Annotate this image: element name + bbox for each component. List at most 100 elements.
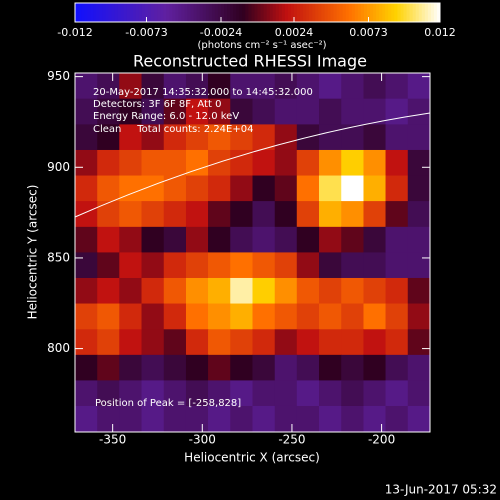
heatmap-cell <box>163 405 187 433</box>
x-tick-label: -350 <box>99 433 126 447</box>
colorbar-swatch <box>284 3 289 22</box>
solar-limb <box>74 112 431 218</box>
colorbar-swatch <box>151 3 155 22</box>
heatmap-cell <box>163 354 187 381</box>
heatmap-cell <box>163 98 187 125</box>
heatmap-cell <box>319 405 342 433</box>
heatmap-cell <box>75 98 98 125</box>
colorbar-swatch <box>214 3 219 22</box>
colorbar-swatch <box>187 3 192 22</box>
heatmap-cell <box>363 73 387 100</box>
heatmap-cell <box>363 226 387 253</box>
colorbar-swatch <box>154 3 158 22</box>
colorbar-swatch <box>433 3 438 22</box>
heatmap-cell <box>119 175 143 202</box>
colorbar-swatch <box>357 3 362 22</box>
y-tick-label: 950 <box>47 69 70 83</box>
heatmap-cell <box>319 226 342 253</box>
heatmap-cell <box>119 303 143 330</box>
colorbar-swatch <box>87 3 91 22</box>
heatmap-cell <box>363 277 387 305</box>
heatmap-cell <box>274 303 298 330</box>
heatmap-cell <box>341 98 364 125</box>
heatmap-cell <box>97 277 120 305</box>
heatmap-cell <box>163 226 187 253</box>
colorbar-swatch <box>233 3 237 22</box>
colorbar-swatch <box>354 3 359 22</box>
heatmap-cell <box>208 329 231 356</box>
heatmap-cell <box>319 175 342 202</box>
heatmap-cell <box>163 329 187 356</box>
colorbar-swatch <box>290 3 295 22</box>
heatmap-cell <box>75 226 98 253</box>
colorbar-swatch <box>166 3 170 22</box>
heatmap-cell <box>208 277 231 305</box>
heatmap-cell <box>119 277 143 305</box>
heatmap-cell <box>274 124 298 151</box>
heatmap-cell <box>385 252 409 279</box>
heatmap-cell <box>185 201 209 228</box>
heatmap-cell <box>185 380 209 407</box>
heatmap-cell <box>141 354 165 381</box>
peak-label: Position of Peak = [-258,828] <box>95 398 241 409</box>
colorbar-swatch <box>181 3 185 22</box>
colorbar-swatch <box>312 3 316 22</box>
heatmap-cell <box>185 354 209 381</box>
colorbar-swatch <box>382 3 386 22</box>
colorbar-swatch <box>403 3 408 22</box>
colorbar-swatch <box>275 3 280 22</box>
heatmap-cell <box>274 252 298 279</box>
heatmap-cell <box>274 329 298 356</box>
colorbar-swatch <box>351 3 356 22</box>
colorbar-swatch <box>330 3 335 22</box>
heatmap-cell <box>407 73 431 100</box>
colorbar-swatch <box>217 3 222 22</box>
heatmap-cell <box>185 73 209 100</box>
heatmap-cell <box>296 405 320 433</box>
heatmap-cell <box>185 149 209 177</box>
colorbar-swatch <box>400 3 404 22</box>
colorbar-swatch <box>144 3 149 22</box>
colorbar-swatch <box>102 3 106 22</box>
colorbar-swatch <box>336 3 341 22</box>
heatmap-cell <box>141 329 165 356</box>
heatmap-cell <box>141 303 165 330</box>
heatmap-cell <box>385 98 409 125</box>
heatmap-cell <box>230 252 253 279</box>
heatmap-cell <box>97 149 120 177</box>
colorbar-swatch <box>96 3 100 22</box>
heatmap-cell <box>363 124 387 151</box>
colorbar-swatch <box>281 3 286 22</box>
heatmap-cell <box>141 252 165 279</box>
colorbar-swatch <box>339 3 344 22</box>
heatmap-cell <box>208 405 231 433</box>
heatmap-cell <box>208 201 231 228</box>
heatmap-cell <box>341 201 364 228</box>
chart-title: Reconstructed RHESSI Image <box>133 52 367 71</box>
colorbar-swatch <box>415 3 420 22</box>
heatmap-cell <box>385 201 409 228</box>
heatmap-cell <box>75 175 98 202</box>
y-tick-label: 800 <box>47 341 70 355</box>
heatmap-cell <box>385 405 409 433</box>
heatmap-cell <box>296 329 320 356</box>
heatmap-cell <box>208 252 231 279</box>
heatmap-cell <box>407 380 431 407</box>
heatmap-cell <box>385 73 409 100</box>
colorbar-swatch <box>367 3 371 22</box>
heatmap-cell <box>141 380 165 407</box>
heatmap-cell <box>230 329 253 356</box>
heatmap-cell <box>341 354 364 381</box>
colorbar-swatch <box>221 3 225 22</box>
heatmap-cell <box>185 405 209 433</box>
heatmap-cell <box>319 149 342 177</box>
heatmap-cell <box>407 226 431 253</box>
colorbar-swatch <box>257 3 262 22</box>
colorbar-swatch <box>373 3 377 22</box>
heatmap-cell <box>141 226 165 253</box>
heatmap-cell <box>363 149 387 177</box>
heatmap-cell <box>119 201 143 228</box>
colorbar-swatch <box>105 3 109 22</box>
heatmap-cell <box>252 354 276 381</box>
colorbar-swatch <box>300 3 304 22</box>
